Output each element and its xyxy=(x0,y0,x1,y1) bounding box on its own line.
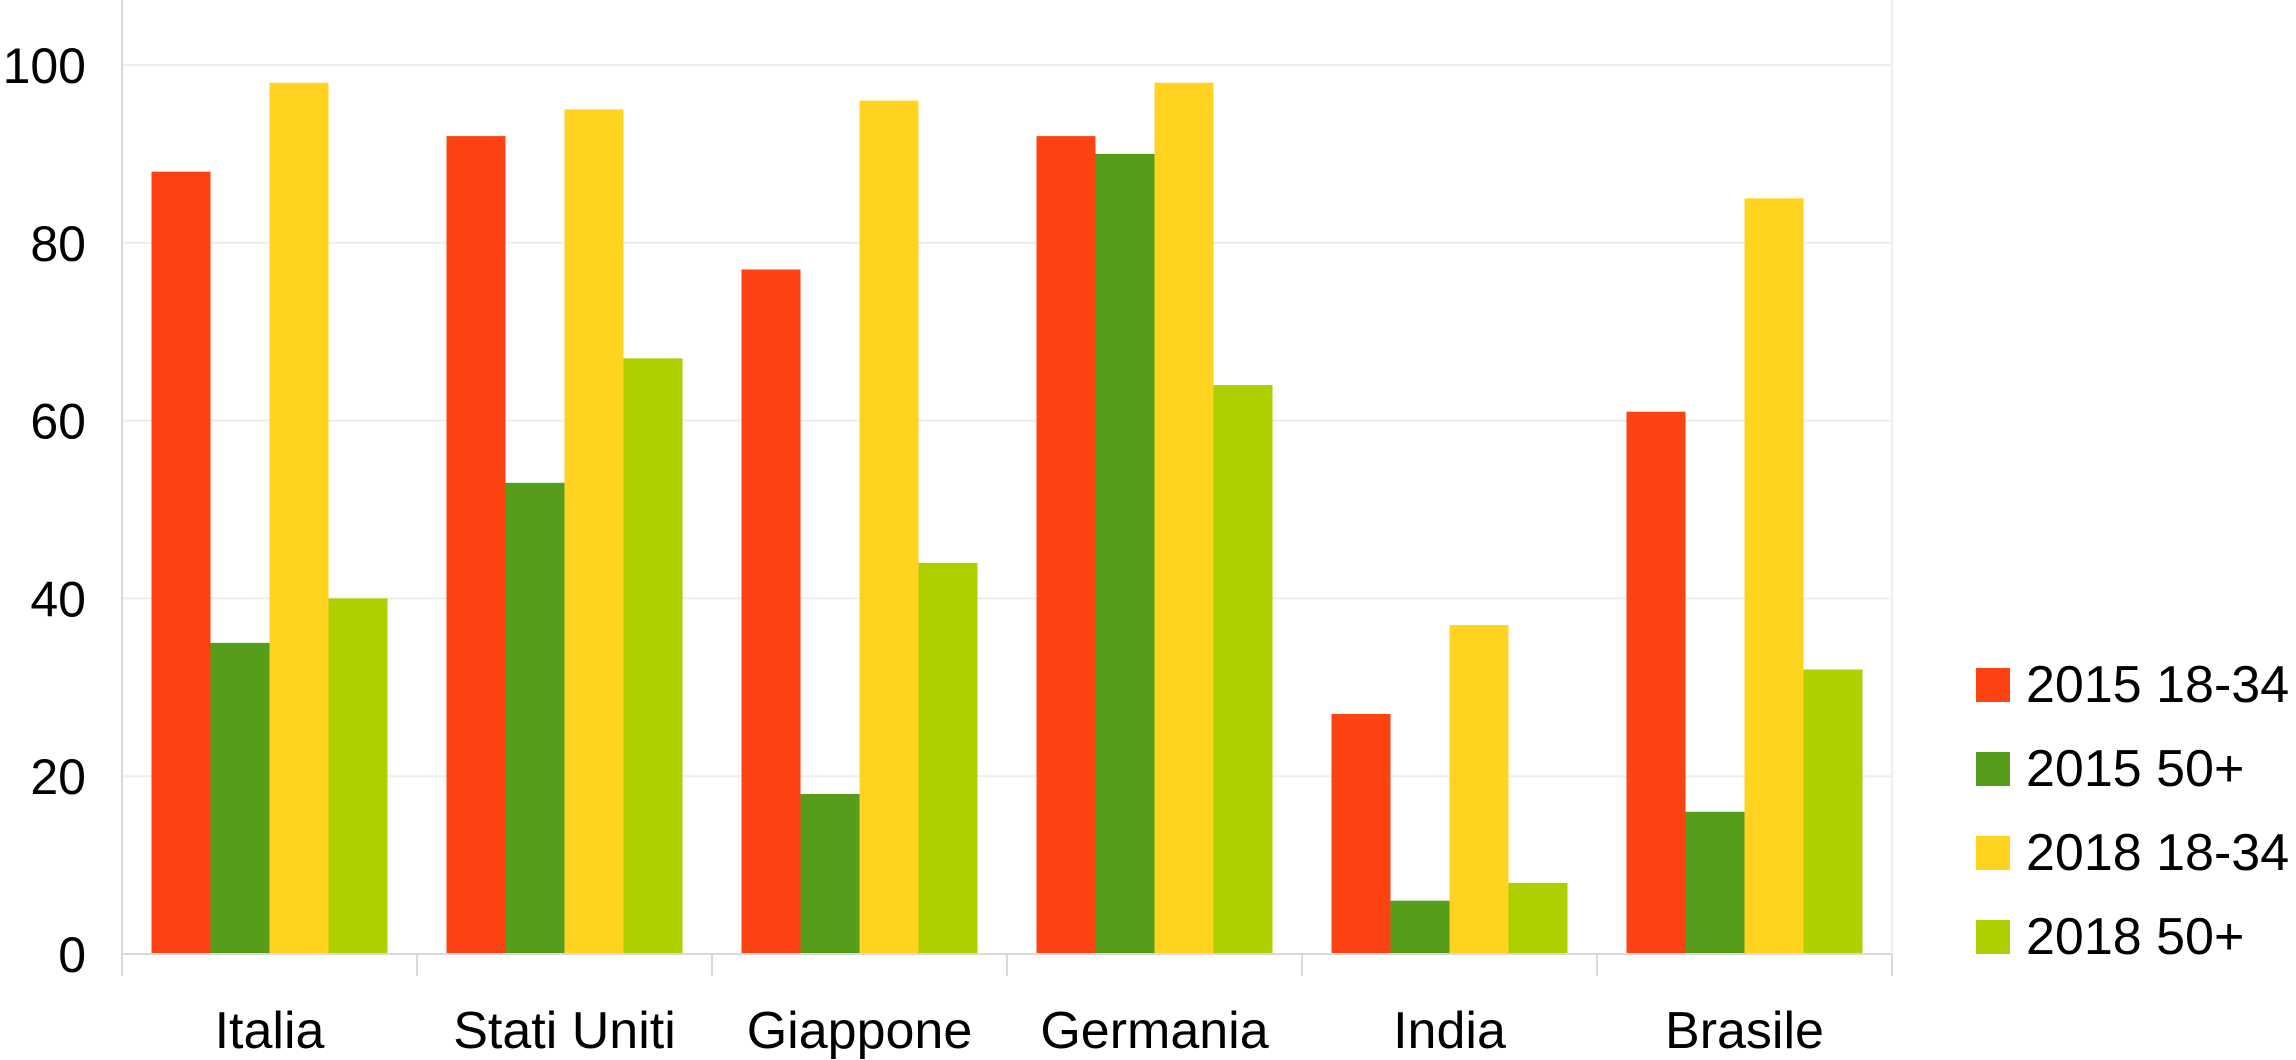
bar-giappone-series-1 xyxy=(800,793,860,954)
x-category-label: Brasile xyxy=(1665,1002,1824,1060)
x-category-label: India xyxy=(1393,1002,1506,1060)
x-category-label: Italia xyxy=(215,1002,325,1060)
x-category-label: Giappone xyxy=(747,1002,973,1060)
bar-stati-uniti-series-0 xyxy=(446,136,506,954)
y-tick-label: 0 xyxy=(58,927,86,983)
bar-italia-series-2 xyxy=(269,82,329,954)
bar-germania-series-3 xyxy=(1213,385,1273,954)
bar-brasile-series-1 xyxy=(1685,811,1745,954)
legend-swatch xyxy=(1976,920,2010,954)
y-tick-label: 100 xyxy=(3,38,86,94)
bar-italia-series-3 xyxy=(328,598,388,954)
bar-italia-series-0 xyxy=(151,171,211,954)
legend-label: 2015 18-34 xyxy=(2026,656,2289,714)
bar-stati-uniti-series-3 xyxy=(623,358,683,954)
bars xyxy=(151,82,1863,955)
bar-stati-uniti-series-1 xyxy=(505,482,565,954)
grid xyxy=(122,64,1892,778)
bar-giappone-series-3 xyxy=(918,562,978,954)
legend-item: 2018 18-34 xyxy=(1976,824,2289,882)
bar-stati-uniti-series-2 xyxy=(564,109,624,954)
y-tick-label: 60 xyxy=(30,394,86,450)
y-tick-labels: 0 20 40 60 80 100 xyxy=(3,38,86,983)
x-category-label: Germania xyxy=(1040,1002,1268,1060)
bar-india-series-3 xyxy=(1508,882,1568,954)
bar-germania-series-1 xyxy=(1095,153,1155,954)
axes xyxy=(121,0,1893,976)
bar-germania-series-2 xyxy=(1154,82,1214,954)
legend-label: 2015 50+ xyxy=(2026,740,2244,798)
legend-swatch xyxy=(1976,668,2010,702)
y-tick-label: 40 xyxy=(30,571,86,627)
bar-india-series-0 xyxy=(1331,713,1391,954)
bar-giappone-series-2 xyxy=(859,100,919,954)
bar-germania-series-0 xyxy=(1036,136,1096,954)
y-tick-label: 80 xyxy=(30,216,86,272)
bar-giappone-series-0 xyxy=(741,269,801,955)
x-category-labels: Italia Stati Uniti Giappone Germania India Br… xyxy=(215,1002,1824,1060)
bar-india-series-2 xyxy=(1449,625,1509,954)
bar-india-series-1 xyxy=(1390,900,1450,954)
legend-item: 2015 50+ xyxy=(1976,740,2244,798)
legend-label: 2018 50+ xyxy=(2026,908,2244,966)
legend-label: 2018 18-34 xyxy=(2026,824,2289,882)
legend-item: 2015 18-34 xyxy=(1976,656,2289,714)
bar-italia-series-1 xyxy=(210,642,270,954)
legend-item: 2018 50+ xyxy=(1976,908,2244,966)
legend-swatch xyxy=(1976,752,2010,786)
bar-brasile-series-2 xyxy=(1744,198,1804,955)
bar-brasile-series-0 xyxy=(1626,411,1686,955)
y-tick-label: 20 xyxy=(30,749,86,805)
legend: 2015 18-34 2015 50+ 2018 18-34 2018 50+ xyxy=(1976,656,2289,966)
legend-swatch xyxy=(1976,836,2010,870)
bar-brasile-series-3 xyxy=(1803,669,1863,954)
x-category-label: Stati Uniti xyxy=(453,1002,676,1060)
